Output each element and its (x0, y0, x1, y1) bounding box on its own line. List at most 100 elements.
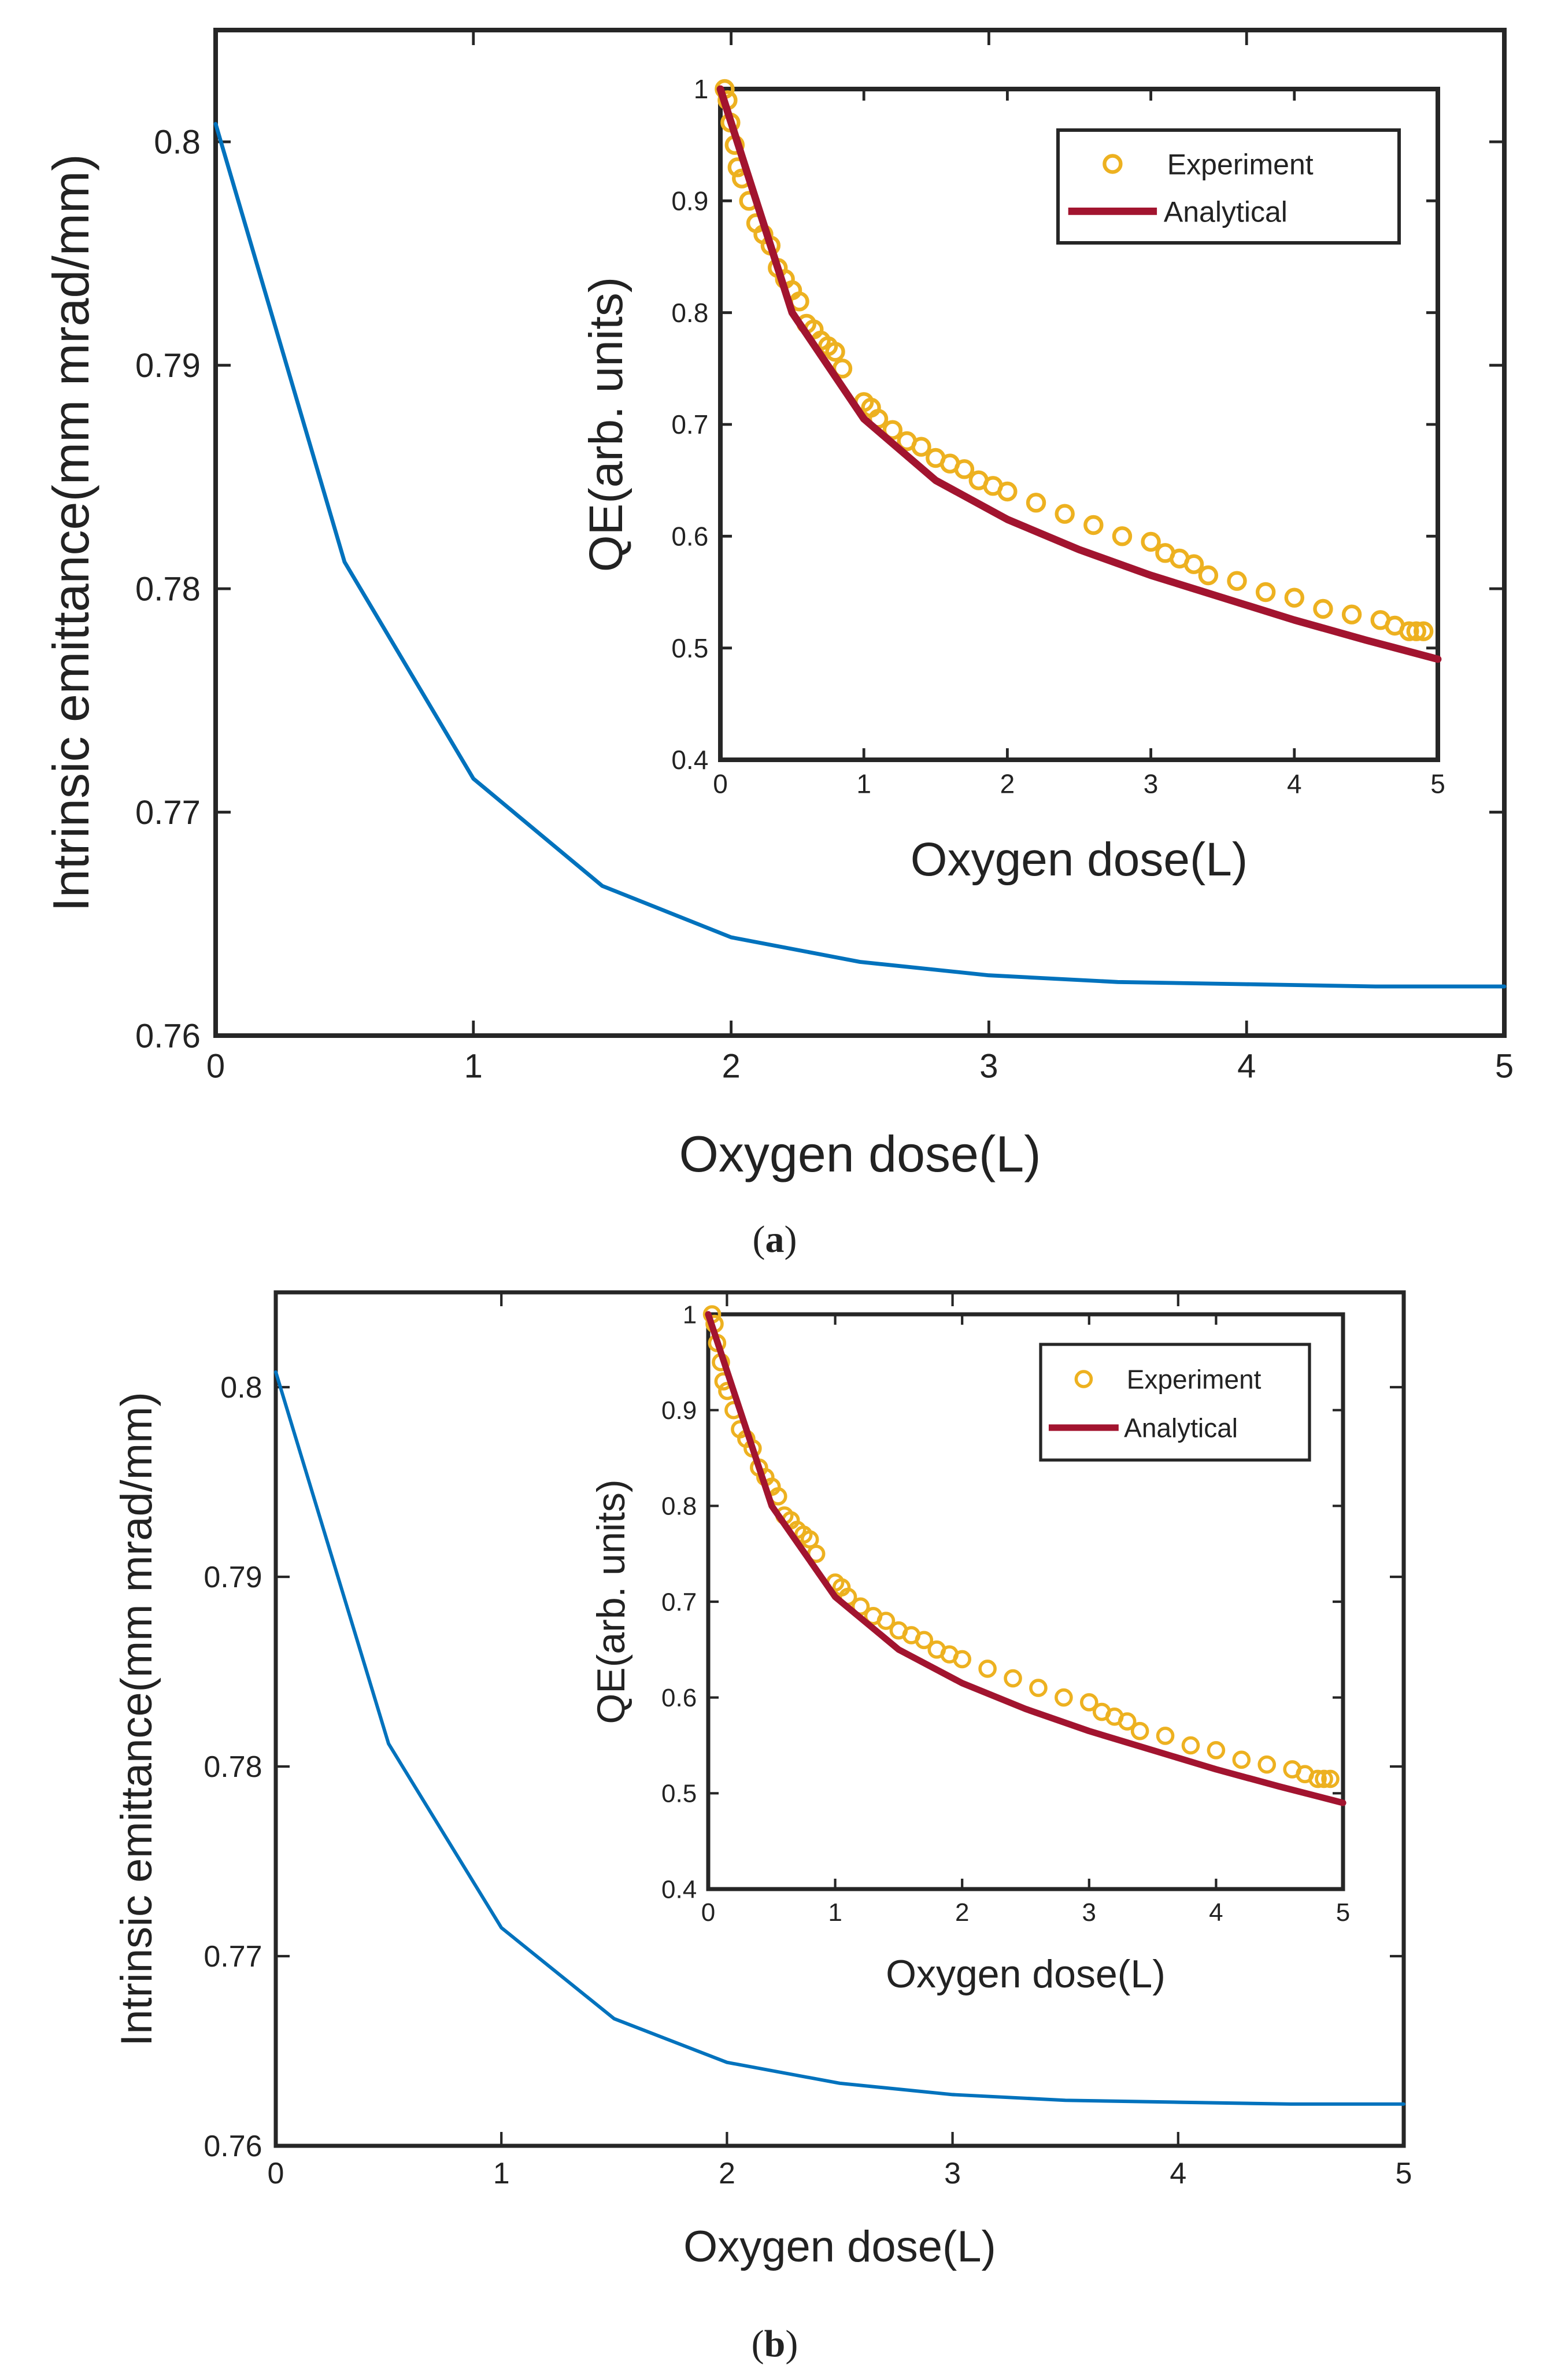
experiment-marker (1313, 598, 1333, 619)
main-xtick-label: 1 (493, 2157, 510, 2190)
inset-ytick-label: 0.7 (671, 409, 708, 439)
experiment-marker (882, 420, 903, 440)
experiment-marker (1255, 582, 1276, 603)
emittance-line (274, 1370, 1405, 2106)
main-xtick-label: 0 (268, 2157, 284, 2190)
inset-xaxis-label: Oxygen dose(L) (911, 833, 1248, 886)
main-xtick-label: 5 (1396, 2157, 1412, 2190)
main-ytick-label: 0.76 (204, 2130, 262, 2163)
legend-experiment-label: Experiment (1127, 1365, 1262, 1395)
main-xtick-label: 0 (206, 1048, 225, 1085)
inset-xtick-label: 5 (1336, 1898, 1350, 1927)
panel-caption: (a) (753, 1218, 797, 1261)
experiment-marker (825, 342, 845, 362)
main-xtick-label: 1 (464, 1048, 483, 1085)
inset-ytick-label: 0.5 (671, 633, 708, 663)
experiment-marker (1413, 621, 1434, 641)
experiment-marker (1130, 1721, 1149, 1740)
experiment-marker (1141, 531, 1161, 552)
inset-xtick-label: 4 (1209, 1898, 1223, 1927)
experiment-marker (1004, 1669, 1022, 1688)
experiment-marker (997, 481, 1018, 502)
experiment-marker (1308, 1769, 1327, 1788)
main-ytick-label: 0.8 (154, 124, 201, 161)
caption-letter: a (765, 1218, 785, 1261)
legend-analytical-label: Analytical (1164, 195, 1288, 228)
experiment-marker (1083, 515, 1104, 535)
experiment-marker (1315, 1769, 1333, 1788)
inset-ytick-label: 0.7 (661, 1588, 697, 1616)
main-xtick-label: 2 (722, 1048, 740, 1085)
inset-ytick-label: 0.9 (661, 1396, 697, 1425)
inset-xtick-label: 0 (701, 1898, 715, 1927)
caption-close-paren: ) (785, 2323, 798, 2365)
inset-ytick-label: 0.5 (661, 1780, 697, 1808)
inset-ytick-label: 0.4 (671, 745, 708, 775)
main-xtick-label: 3 (979, 1048, 998, 1085)
experiment-marker (1207, 1740, 1226, 1760)
experiment-marker (1183, 554, 1204, 574)
analytical-line (716, 85, 1442, 663)
inset-plot: 0 1 2 3 4 5 0.4 0.5 0.6 0.7 0.8 0.9 1 Oxygen dose(L) Q… (589, 1300, 1350, 1996)
experiment-marker (954, 459, 975, 479)
experiment-marker (1029, 1679, 1048, 1697)
inset-xtick-label: 3 (1082, 1898, 1096, 1927)
main-ytick-label: 0.78 (135, 570, 201, 608)
inset-ytick-label: 1 (694, 74, 709, 104)
legend-analytical-label: Analytical (1124, 1413, 1238, 1443)
caption-close-paren: ) (785, 1218, 797, 1261)
inset-ytick-label: 0.8 (661, 1492, 697, 1521)
inset-ytick-label: 0.6 (671, 521, 708, 551)
inset-xtick-label: 3 (1144, 769, 1159, 799)
main-xtick-label: 5 (1495, 1048, 1514, 1085)
inset-xaxis-label: Oxygen dose(L) (886, 1952, 1166, 1996)
emittance-line (213, 121, 1507, 989)
inset-xtick-label: 2 (1000, 769, 1015, 799)
experiment-marker (1156, 1727, 1175, 1745)
experiment-marker (911, 437, 931, 457)
experiment-marker (1257, 1755, 1277, 1774)
inset-xtick-label: 0 (713, 769, 728, 799)
main-yaxis-label: Intrinsic emittance(mm mrad/mm) (42, 154, 99, 911)
main-ytick-label: 0.76 (135, 1017, 201, 1055)
main-ytick-label: 0.79 (204, 1561, 262, 1594)
main-ytick-label: 0.78 (204, 1750, 262, 1784)
experiment-marker (1321, 1769, 1340, 1788)
inset-ytick-label: 0.6 (661, 1684, 697, 1712)
experiment-marker (1284, 587, 1305, 608)
inset-yaxis-label: QE(arb. units) (580, 277, 632, 572)
analytical-line (705, 1311, 1346, 1806)
main-ytick-label: 0.8 (220, 1371, 262, 1405)
inset-yaxis-label: QE(arb. units) (589, 1479, 633, 1724)
inset-xtick-label: 5 (1430, 769, 1445, 799)
experiment-marker (915, 1631, 934, 1650)
main-xtick-label: 4 (1237, 1048, 1256, 1085)
legend-experiment-marker (1074, 1370, 1093, 1388)
main-xaxis-label: Oxygen dose(L) (679, 1125, 1041, 1182)
experiment-marker (800, 1530, 819, 1549)
inset-xtick-label: 4 (1287, 769, 1302, 799)
main-xtick-label: 3 (944, 2157, 961, 2190)
experiment-marker (1181, 1736, 1200, 1755)
experiment-marker (1118, 1712, 1137, 1731)
experiment-marker (1055, 1688, 1073, 1707)
experiment-marker (978, 1660, 997, 1678)
experiment-marker (1227, 571, 1247, 591)
legend-experiment-label: Experiment (1167, 149, 1314, 181)
caption-letter: b (764, 2323, 786, 2365)
panel-caption: (b) (752, 2323, 798, 2365)
inset-xtick-label: 2 (955, 1898, 969, 1927)
inset-ytick-label: 0.4 (661, 1875, 697, 1904)
inset-xtick-label: 1 (828, 1898, 842, 1927)
inset-xtick-label: 1 (856, 769, 871, 799)
experiment-marker (1080, 1693, 1098, 1712)
experiment-marker (1112, 526, 1133, 546)
main-ytick-label: 0.79 (135, 347, 201, 385)
main-ytick-label: 0.77 (204, 1940, 262, 1974)
panel-a: 0 1 2 3 4 5 0.76 0.77 0.78 0.79 0.8 Oxygen dose(L) I… (42, 28, 1514, 1261)
experiment-marker (1232, 1750, 1251, 1769)
legend-box (1039, 1343, 1311, 1462)
inset-ytick-label: 1 (683, 1300, 697, 1329)
main-ytick-label: 0.77 (135, 794, 201, 831)
experiment-marker (953, 1650, 971, 1669)
